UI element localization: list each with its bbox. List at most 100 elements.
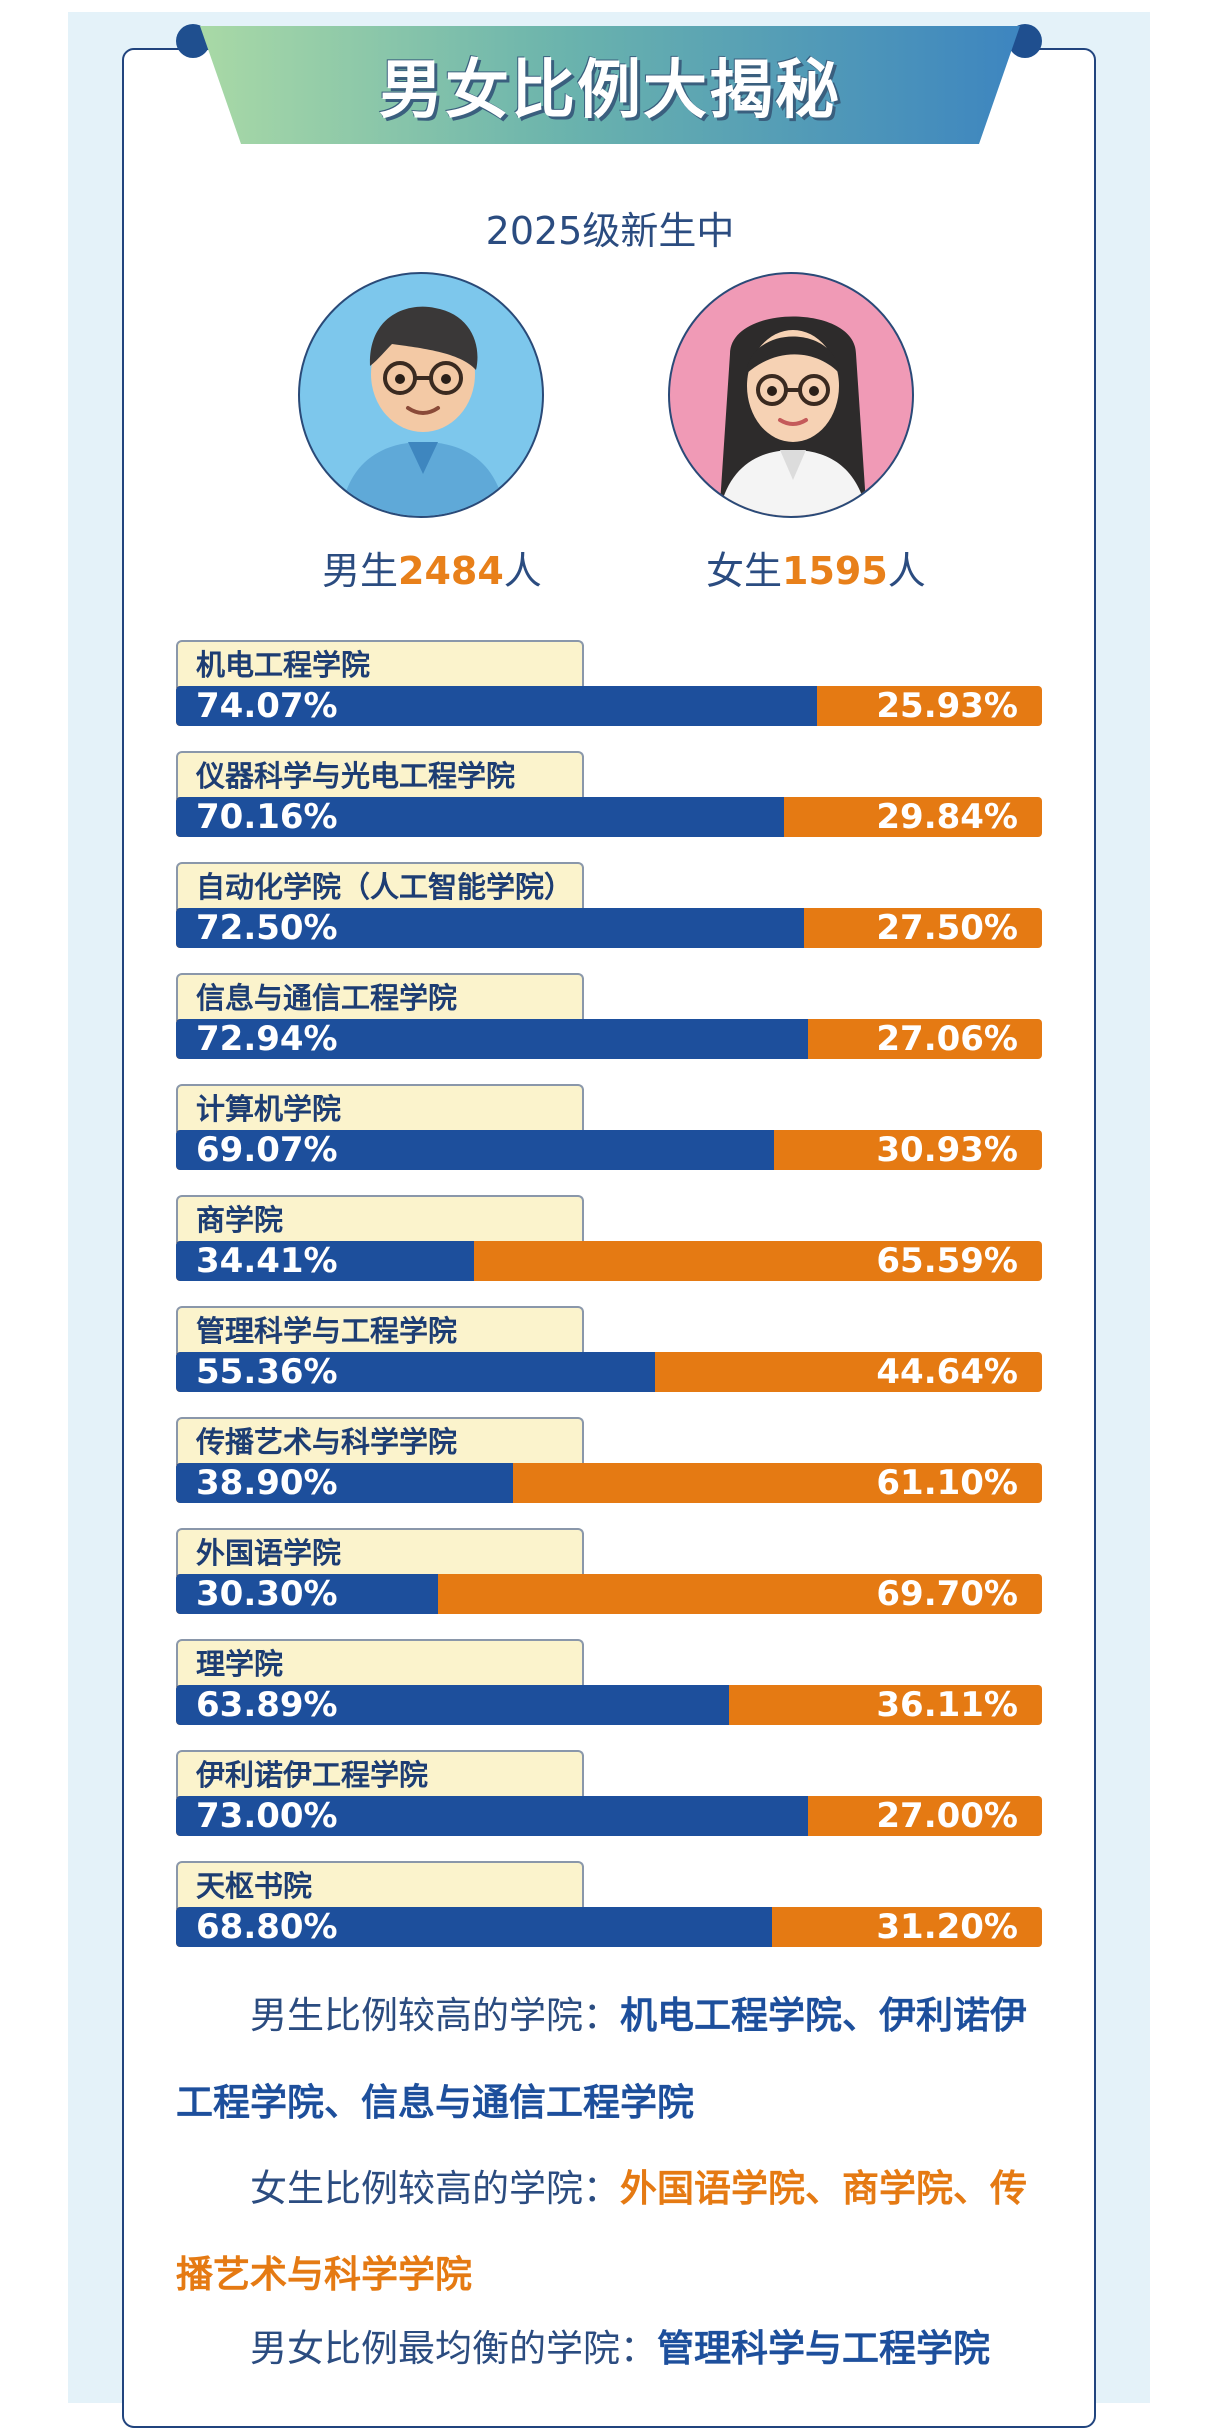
male-percent-label: 55.36% (196, 1352, 338, 1392)
female-percent-label: 61.10% (876, 1463, 1018, 1503)
college-row: 外国语学院 30.30% 69.70% (176, 1528, 1042, 1639)
female-percent-label: 65.59% (876, 1241, 1018, 1281)
female-count-suffix: 人 (887, 549, 926, 593)
summary-female-high: 女生比例较高的学院：外国语学院、商学院、传 (176, 2158, 1042, 2212)
male-bar (176, 1019, 808, 1059)
male-percent-label: 34.41% (196, 1241, 338, 1281)
male-percent-label: 38.90% (196, 1463, 338, 1503)
summary-male-high-label: 男生比例较高的学院： (250, 1994, 620, 2037)
male-bar (176, 1685, 730, 1725)
summary-male-high-value-cont: 工程学院、信息与通信工程学院 (176, 2081, 694, 2124)
female-bar: 34.41% 65.59% (176, 1241, 1042, 1281)
female-count: 女生1595人 (706, 540, 926, 595)
female-percent-label: 36.11% (876, 1685, 1018, 1725)
female-bar: 73.00% 27.00% (176, 1796, 1042, 1836)
male-percent-label: 30.30% (196, 1574, 338, 1614)
summary-female-high-label: 女生比例较高的学院： (250, 2167, 620, 2210)
college-label: 伊利诺伊工程学院 (176, 1750, 584, 1798)
female-percent-label: 27.06% (876, 1019, 1018, 1059)
male-percent-label: 70.16% (196, 797, 338, 837)
female-avatar (668, 272, 914, 518)
female-bar: 30.30% 69.70% (176, 1574, 1042, 1614)
college-label: 商学院 (176, 1195, 584, 1243)
summary-female-high-cont: 播艺术与科学学院 (176, 2244, 1042, 2298)
college-label: 机电工程学院 (176, 640, 584, 688)
gender-ratio-chart: 机电工程学院 74.07% 25.93% 仪器科学与光电工程学院 70.16% 29.84… (176, 640, 1042, 1972)
male-percent-label: 63.89% (196, 1685, 338, 1725)
female-percent-label: 44.64% (876, 1352, 1018, 1392)
female-bar: 38.90% 61.10% (176, 1463, 1042, 1503)
female-bar: 72.94% 27.06% (176, 1019, 1042, 1059)
male-percent-label: 72.50% (196, 908, 338, 948)
female-percent-label: 69.70% (876, 1574, 1018, 1614)
female-percent-label: 27.50% (876, 908, 1018, 948)
female-percent-label: 31.20% (876, 1907, 1018, 1947)
title-ribbon (200, 26, 1020, 144)
male-count: 男生2484人 (322, 540, 542, 595)
college-label: 天枢书院 (176, 1861, 584, 1909)
female-avatar-icon (718, 316, 868, 516)
college-row: 商学院 34.41% 65.59% (176, 1195, 1042, 1306)
female-count-value: 1595 (782, 549, 888, 593)
summary-male-high: 男生比例较高的学院：机电工程学院、伊利诺伊 (176, 1985, 1042, 2039)
summary-male-high-value: 机电工程学院、伊利诺伊 (620, 1994, 1027, 2037)
summary-balanced: 男女比例最均衡的学院：管理科学与工程学院 (176, 2318, 1042, 2372)
male-avatar-icon (340, 306, 506, 516)
college-label: 信息与通信工程学院 (176, 973, 584, 1021)
college-label: 理学院 (176, 1639, 584, 1687)
male-count-prefix: 男生 (322, 549, 399, 593)
subtitle: 2025级新生中 (485, 209, 735, 253)
male-bar (176, 1241, 474, 1281)
male-bar (176, 686, 818, 726)
summary-female-high-value-cont: 播艺术与科学学院 (176, 2253, 472, 2296)
summary-female-high-value: 外国语学院、商学院、传 (620, 2167, 1027, 2210)
male-percent-label: 72.94% (196, 1019, 338, 1059)
college-label: 自动化学院（人工智能学院） (176, 862, 584, 910)
male-bar (176, 1796, 809, 1836)
male-bar (176, 797, 784, 837)
college-label: 传播艺术与科学学院 (176, 1417, 584, 1465)
male-percent-label: 73.00% (196, 1796, 338, 1836)
college-label: 仪器科学与光电工程学院 (176, 751, 584, 799)
female-percent-label: 29.84% (876, 797, 1018, 837)
summary-balanced-value: 管理科学与工程学院 (657, 2327, 990, 2370)
male-bar (176, 908, 804, 948)
female-bar: 63.89% 36.11% (176, 1685, 1042, 1725)
male-percent-label: 69.07% (196, 1130, 338, 1170)
female-bar: 55.36% 44.64% (176, 1352, 1042, 1392)
summary-balanced-label: 男女比例最均衡的学院： (250, 2327, 657, 2370)
college-row: 传播艺术与科学学院 38.90% 61.10% (176, 1417, 1042, 1528)
college-row: 信息与通信工程学院 72.94% 27.06% (176, 973, 1042, 1084)
male-avatar (298, 272, 544, 518)
college-row: 自动化学院（人工智能学院） 72.50% 27.50% (176, 862, 1042, 973)
female-count-prefix: 女生 (706, 549, 783, 593)
college-row: 天枢书院 68.80% 31.20% (176, 1861, 1042, 1972)
male-count-suffix: 人 (503, 549, 542, 593)
male-bar (176, 1352, 656, 1392)
male-count-value: 2484 (398, 549, 504, 593)
college-label: 计算机学院 (176, 1084, 584, 1132)
summary-male-high-cont: 工程学院、信息与通信工程学院 (176, 2072, 1042, 2126)
female-percent-label: 25.93% (876, 686, 1018, 726)
male-percent-label: 74.07% (196, 686, 338, 726)
college-row: 管理科学与工程学院 55.36% 44.64% (176, 1306, 1042, 1417)
college-label: 管理科学与工程学院 (176, 1306, 584, 1354)
male-bar (176, 1907, 772, 1947)
college-row: 机电工程学院 74.07% 25.93% (176, 640, 1042, 751)
female-bar: 68.80% 31.20% (176, 1907, 1042, 1947)
male-bar (176, 1130, 775, 1170)
male-percent-label: 68.80% (196, 1907, 338, 1947)
college-row: 理学院 63.89% 36.11% (176, 1639, 1042, 1750)
female-bar: 70.16% 29.84% (176, 797, 1042, 837)
college-row: 伊利诺伊工程学院 73.00% 27.00% (176, 1750, 1042, 1861)
female-bar: 69.07% 30.93% (176, 1130, 1042, 1170)
college-row: 仪器科学与光电工程学院 70.16% 29.84% (176, 751, 1042, 862)
college-label: 外国语学院 (176, 1528, 584, 1576)
female-percent-label: 27.00% (876, 1796, 1018, 1836)
female-bar: 74.07% 25.93% (176, 686, 1042, 726)
female-percent-label: 30.93% (876, 1130, 1018, 1170)
male-bar (176, 1574, 439, 1614)
page-title: 男女比例大揭秘 (379, 54, 841, 128)
male-bar (176, 1463, 513, 1503)
college-row: 计算机学院 69.07% 30.93% (176, 1084, 1042, 1195)
